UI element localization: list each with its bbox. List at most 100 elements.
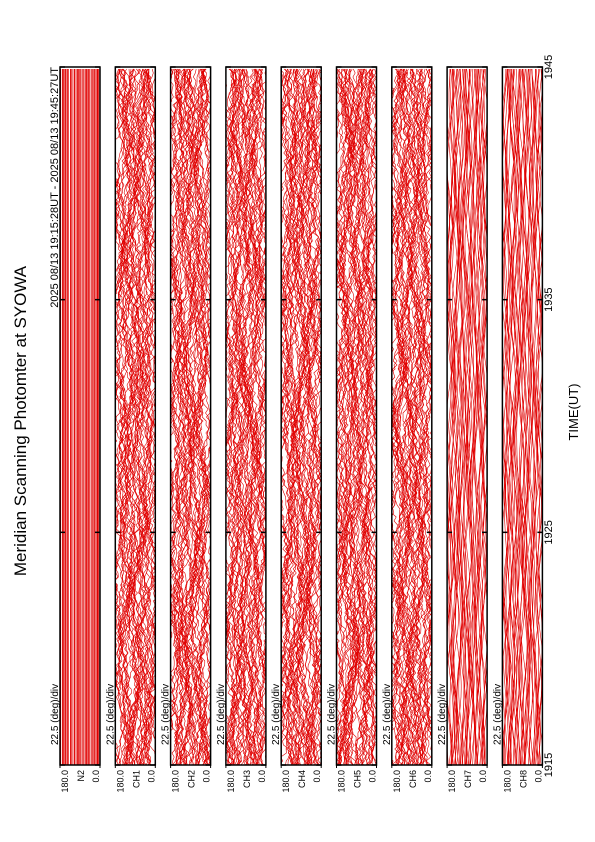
trace — [460, 68, 467, 765]
trace — [142, 68, 156, 765]
trace — [393, 68, 411, 765]
trace — [170, 68, 186, 765]
trace — [447, 68, 452, 765]
trace — [520, 68, 527, 765]
trace — [124, 68, 142, 765]
y-tick-label: 180.0 — [171, 770, 181, 793]
trace — [136, 68, 154, 765]
trace — [243, 68, 260, 765]
trace — [252, 68, 266, 765]
trace — [225, 68, 236, 765]
traces — [447, 68, 488, 765]
trace — [225, 68, 241, 765]
trace — [195, 68, 211, 765]
trace — [399, 68, 417, 765]
y-tick-label: 180.0 — [447, 770, 457, 793]
trace — [529, 68, 537, 765]
trace — [178, 68, 196, 765]
trace — [502, 68, 507, 765]
trace — [502, 69, 507, 765]
trace — [302, 68, 320, 765]
rotated-plot: Meridian Scanning Photomter at SYOWA 202… — [11, 55, 581, 793]
trace — [417, 68, 432, 765]
chart-title: Meridian Scanning Photomter at SYOWA — [11, 265, 30, 576]
trace — [311, 68, 322, 765]
trace — [418, 68, 432, 765]
trace — [192, 68, 210, 765]
panel-scale: 22.5 (deg)/div — [492, 684, 503, 745]
panel-scale: 22.5 (deg)/div — [271, 684, 282, 745]
trace — [256, 68, 266, 765]
trace — [240, 68, 258, 765]
y-tick-label: 180.0 — [281, 770, 291, 793]
trace — [477, 68, 484, 765]
panel-frame — [169, 66, 212, 766]
trace — [188, 68, 206, 765]
trace — [299, 68, 316, 765]
panel-label: CH7 — [463, 770, 473, 788]
y-tick-label: 0.0 — [146, 770, 156, 783]
trace — [410, 68, 428, 765]
trace — [340, 68, 358, 765]
trace — [135, 68, 152, 765]
y-tick-label: 0.0 — [91, 770, 101, 783]
panel-frame — [59, 66, 101, 766]
x-tick-label: 1935 — [543, 287, 555, 311]
trace — [190, 68, 208, 765]
trace — [194, 68, 211, 765]
trace — [451, 68, 459, 765]
trace — [520, 68, 528, 765]
trace — [295, 68, 313, 765]
x-tick-label: 1925 — [543, 520, 555, 544]
panel-scale: 22.5 (deg)/div — [327, 684, 338, 745]
panel-scale: 22.5 (deg)/div — [437, 684, 448, 745]
trace — [391, 68, 406, 765]
y-tick-label: 0.0 — [257, 770, 267, 783]
trace — [198, 68, 211, 765]
traces — [115, 68, 156, 765]
panel-frame — [446, 66, 488, 766]
trace — [518, 68, 525, 765]
trace — [312, 68, 322, 765]
trace — [469, 68, 476, 765]
trace — [350, 68, 368, 765]
trace — [225, 68, 238, 765]
y-tick-label: 0.0 — [478, 770, 488, 783]
trace — [201, 68, 211, 765]
trace — [281, 68, 299, 765]
y-tick-label: 180.0 — [115, 770, 125, 793]
trace — [463, 68, 471, 765]
trace — [196, 68, 211, 765]
trace — [503, 68, 510, 765]
trace — [391, 68, 403, 765]
panel-label: CH1 — [131, 770, 141, 788]
trace — [132, 68, 149, 765]
trace — [247, 68, 266, 765]
panel-frame — [225, 66, 267, 766]
x-tick-label: 1915 — [543, 753, 555, 777]
panel-frame — [391, 66, 433, 766]
y-tick-label: 180.0 — [392, 770, 402, 793]
traces — [170, 68, 211, 765]
trace — [479, 68, 487, 765]
trace — [414, 68, 432, 765]
trace — [117, 68, 136, 765]
trace — [396, 68, 414, 765]
panel-frame — [335, 66, 378, 766]
trace — [139, 68, 156, 765]
trace — [244, 68, 262, 765]
trace — [464, 68, 472, 765]
trace — [146, 68, 156, 765]
trace — [452, 68, 459, 765]
trace — [254, 68, 266, 765]
trace — [527, 68, 534, 765]
trace — [364, 68, 377, 765]
trace — [193, 68, 211, 765]
y-tick-label: 180.0 — [60, 770, 70, 793]
trace — [506, 68, 514, 765]
trace — [423, 68, 432, 765]
traces — [391, 68, 432, 765]
trace — [537, 68, 543, 765]
trace — [406, 68, 424, 765]
